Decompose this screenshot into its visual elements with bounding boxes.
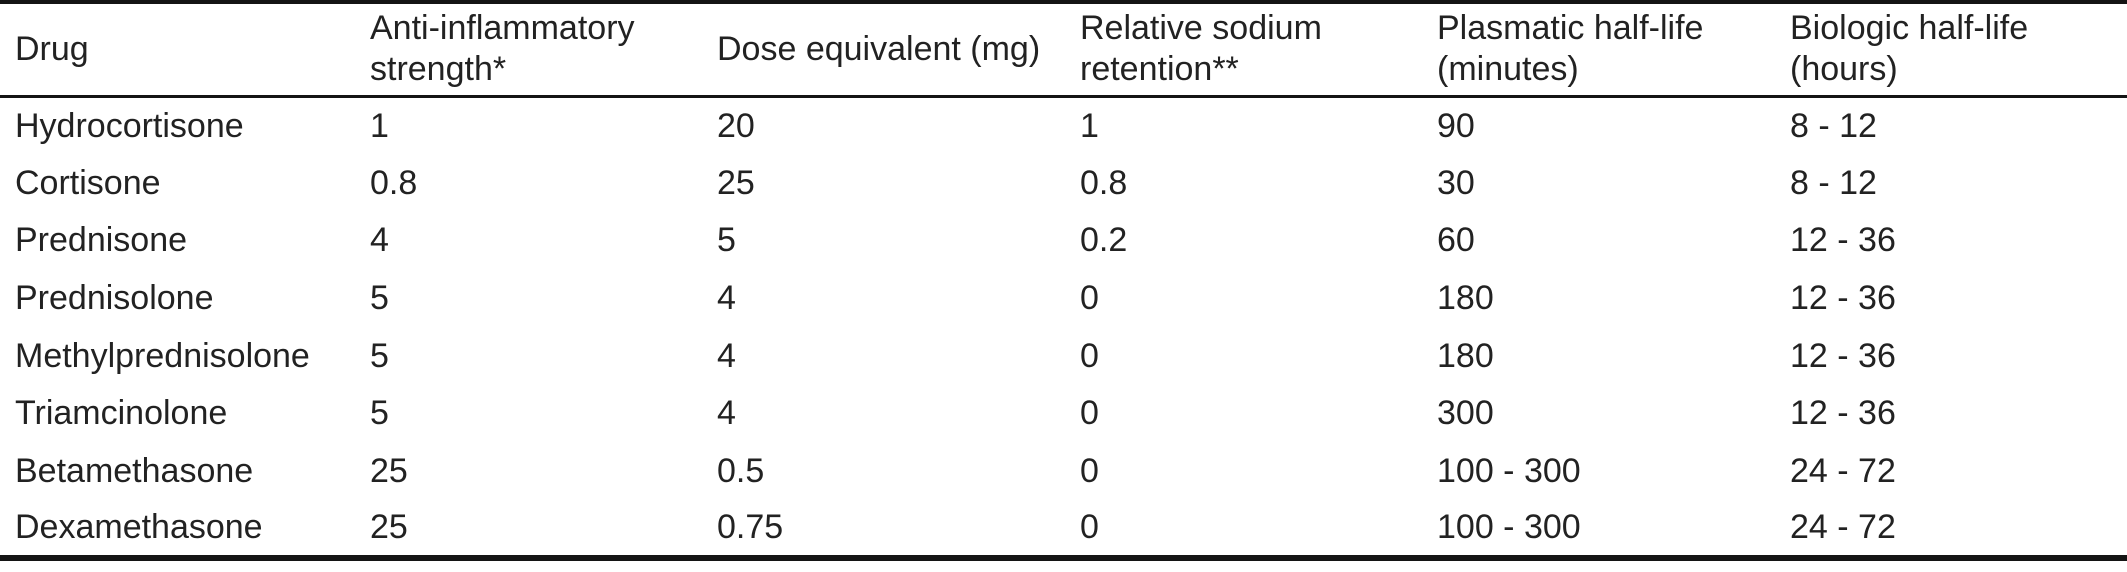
sodium-retention-cell: 0 — [1080, 508, 1099, 547]
strength-cell: 5 — [370, 394, 389, 433]
table-row: Prednisone 4 5 0.2 60 12 - 36 — [0, 211, 2127, 269]
plasmatic-half-life-cell: 60 — [1437, 221, 1475, 260]
dose-cell: 5 — [717, 221, 736, 260]
drug-name-cell: Triamcinolone — [15, 394, 228, 433]
drug-name-cell: Cortisone — [15, 163, 161, 202]
biologic-half-life-cell: 24 - 72 — [1790, 451, 1896, 490]
col-header-dose-equivalent: Dose equivalent (mg) — [717, 2, 1080, 98]
strength-cell: 5 — [370, 278, 389, 317]
dose-cell: 25 — [717, 163, 755, 202]
table-row: Triamcinolone 5 4 0 300 12 - 36 — [0, 384, 2127, 442]
biologic-half-life-cell: 12 - 36 — [1790, 221, 1896, 260]
table-row: Dexamethasone 25 0.75 0 100 - 300 24 - 7… — [0, 500, 2127, 558]
strength-cell: 1 — [370, 106, 389, 145]
table-row: Prednisolone 5 4 0 180 12 - 36 — [0, 269, 2127, 327]
dose-cell: 0.5 — [717, 451, 765, 490]
table-header-row: Drug Anti-inflammatory strength* Dose eq… — [0, 2, 2127, 98]
dose-cell: 4 — [717, 336, 736, 375]
plasmatic-half-life-cell: 30 — [1437, 163, 1475, 202]
sodium-retention-cell: 0.8 — [1080, 163, 1128, 202]
dose-cell: 4 — [717, 278, 736, 317]
biologic-half-life-cell: 8 - 12 — [1790, 106, 1877, 145]
plasmatic-half-life-cell: 300 — [1437, 394, 1494, 433]
dose-cell: 4 — [717, 394, 736, 433]
drug-name-cell: Dexamethasone — [15, 508, 263, 547]
strength-cell: 0.8 — [370, 163, 418, 202]
col-header-anti-inflammatory-strength: Anti-inflammatory strength* — [370, 2, 717, 98]
plasmatic-half-life-cell: 180 — [1437, 278, 1494, 317]
strength-cell: 25 — [370, 451, 408, 490]
sodium-retention-cell: 0 — [1080, 394, 1099, 433]
col-header-drug-label: Drug — [15, 29, 89, 68]
plasmatic-half-life-cell: 100 - 300 — [1437, 451, 1581, 490]
sodium-retention-cell: 0 — [1080, 336, 1099, 375]
col-header-biologic-half-life: Biologic half-life (hours) — [1790, 2, 2127, 98]
drug-name-cell: Prednisone — [15, 221, 188, 260]
sodium-retention-cell: 0 — [1080, 278, 1099, 317]
col-header-drug: Drug — [0, 2, 370, 98]
col-header-plasmatic-half-life: Plasmatic half-life (minutes) — [1437, 2, 1790, 98]
sodium-retention-cell: 1 — [1080, 106, 1099, 145]
biologic-half-life-cell: 12 - 36 — [1790, 278, 1896, 317]
plasmatic-half-life-cell: 90 — [1437, 106, 1475, 145]
biologic-half-life-cell: 8 - 12 — [1790, 163, 1877, 202]
sodium-retention-cell: 0.2 — [1080, 221, 1128, 260]
strength-cell: 25 — [370, 508, 408, 547]
dose-cell: 20 — [717, 106, 755, 145]
col-header-relative-sodium-retention: Relative sodium retention** — [1080, 2, 1437, 98]
drug-name-cell: Betamethasone — [15, 451, 254, 490]
drug-name-cell: Hydrocortisone — [15, 106, 244, 145]
biologic-half-life-cell: 12 - 36 — [1790, 394, 1896, 433]
dose-cell: 0.75 — [717, 508, 784, 547]
plasmatic-half-life-cell: 180 — [1437, 336, 1494, 375]
sodium-retention-cell: 0 — [1080, 451, 1099, 490]
table-row: Hydrocortisone 1 20 1 90 8 - 12 — [0, 96, 2127, 154]
strength-cell: 4 — [370, 221, 389, 260]
table-row: Betamethasone 25 0.5 0 100 - 300 24 - 72 — [0, 442, 2127, 500]
drug-name-cell: Prednisolone — [15, 278, 214, 317]
plasmatic-half-life-cell: 100 - 300 — [1437, 508, 1581, 547]
biologic-half-life-cell: 12 - 36 — [1790, 336, 1896, 375]
strength-cell: 5 — [370, 336, 389, 375]
table-row: Cortisone 0.8 25 0.8 30 8 - 12 — [0, 154, 2127, 212]
biologic-half-life-cell: 24 - 72 — [1790, 508, 1896, 547]
table-row: Methylprednisolone 5 4 0 180 12 - 36 — [0, 327, 2127, 385]
drug-name-cell: Methylprednisolone — [15, 336, 310, 375]
